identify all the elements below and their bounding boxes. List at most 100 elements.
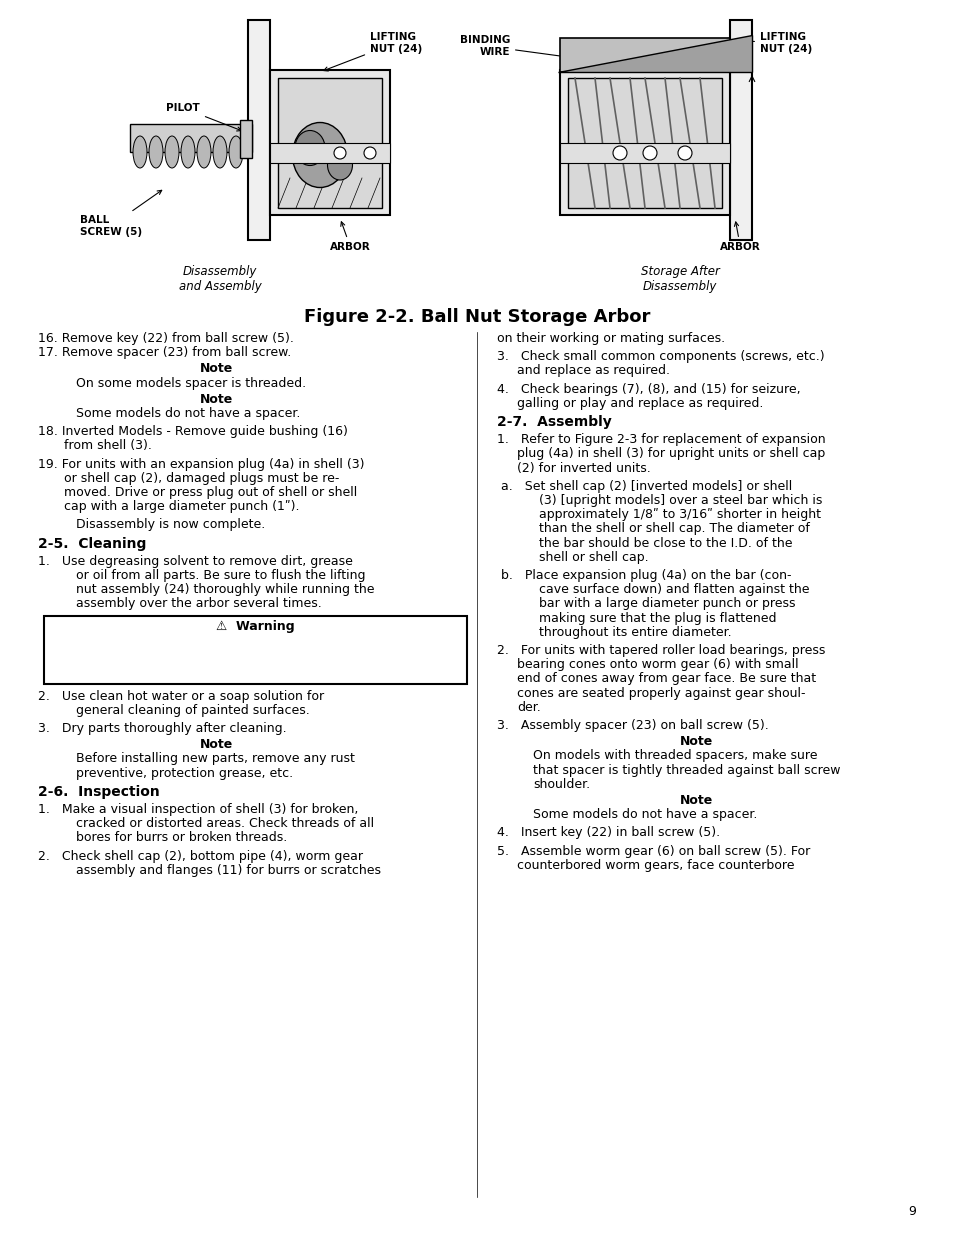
Text: Note: Note [679,794,713,806]
Text: 1.   Refer to Figure 2-3 for replacement of expansion: 1. Refer to Figure 2-3 for replacement o… [497,433,824,446]
Text: Disassembly
and Assembly: Disassembly and Assembly [178,266,261,293]
Text: and replace as required.: and replace as required. [517,364,669,378]
Ellipse shape [334,147,346,159]
Text: Note: Note [200,362,233,375]
Ellipse shape [364,147,375,159]
Text: cracked or distorted areas. Check threads of all: cracked or distorted areas. Check thread… [76,818,374,830]
Ellipse shape [229,136,243,168]
Bar [248,20,270,240]
Text: bearing cones onto worm gear (6) with small: bearing cones onto worm gear (6) with sm… [517,658,798,671]
Text: (2) for inverted units.: (2) for inverted units. [517,462,650,474]
Text: 3.   Assembly spacer (23) on ball screw (5).: 3. Assembly spacer (23) on ball screw (5… [497,719,768,732]
Text: 16. Remove key (22) from ball screw (5).: 16. Remove key (22) from ball screw (5). [38,332,294,345]
Text: 9: 9 [907,1205,915,1218]
Ellipse shape [678,146,691,161]
Text: On some models spacer is threaded.: On some models spacer is threaded. [76,377,306,389]
Text: ing of fumes and contact with skin.: ing of fumes and contact with skin. [50,664,297,677]
Ellipse shape [642,146,657,161]
Ellipse shape [213,136,227,168]
Ellipse shape [196,136,211,168]
Text: 2-5.  Cleaning: 2-5. Cleaning [38,536,146,551]
Text: Note: Note [200,739,233,751]
Text: or oil from all parts. Be sure to flush the lifting: or oil from all parts. Be sure to flush … [76,569,365,582]
Text: Figure 2-2. Ball Nut Storage Arbor: Figure 2-2. Ball Nut Storage Arbor [303,308,650,326]
Bar [567,78,721,207]
Bar [240,120,252,158]
Text: 2-6.  Inspection: 2-6. Inspection [38,784,159,799]
Text: Note: Note [679,735,713,748]
Text: moved. Drive or press plug out of shell or shell: moved. Drive or press plug out of shell … [64,487,356,499]
Ellipse shape [294,131,325,165]
Text: Before installing new parts, remove any rust: Before installing new parts, remove any … [76,752,355,766]
Text: cave surface down) and flatten against the: cave surface down) and flatten against t… [538,583,809,597]
Text: 5.   Assemble worm gear (6) on ball screw (5). For: 5. Assemble worm gear (6) on ball screw … [497,845,809,857]
Text: counterbored worm gears, face counterbore: counterbored worm gears, face counterbor… [517,858,794,872]
Text: On models with threaded spacers, make sure: On models with threaded spacers, make su… [533,750,817,762]
Text: assembly and flanges (11) for burrs or scratches: assembly and flanges (11) for burrs or s… [76,863,380,877]
Text: bores for burrs or broken threads.: bores for burrs or broken threads. [76,831,287,845]
Text: 2.   For units with tapered roller load bearings, press: 2. For units with tapered roller load be… [497,643,824,657]
Text: approximately 1/8ʺ to 3/16ʺ shorter in height: approximately 1/8ʺ to 3/16ʺ shorter in h… [538,508,821,521]
Bar [270,70,390,215]
Text: Storage After
Disassembly: Storage After Disassembly [639,266,719,293]
Text: shell or shell cap.: shell or shell cap. [538,551,648,564]
Text: cones are seated properly against gear shoul-: cones are seated properly against gear s… [517,687,804,699]
Text: or shell cap (2), damaged plugs must be re-: or shell cap (2), damaged plugs must be … [64,472,339,485]
Text: on their working or mating surfaces.: on their working or mating surfaces. [497,332,724,345]
Text: galling or play and replace as required.: galling or play and replace as required. [517,396,762,410]
Text: 1.   Make a visual inspection of shell (3) for broken,: 1. Make a visual inspection of shell (3)… [38,803,358,816]
Bar [559,143,729,163]
Bar [277,78,381,207]
Text: ARBOR: ARBOR [330,222,371,252]
Ellipse shape [327,149,352,180]
Text: that spacer is tightly threaded against ball screw: that spacer is tightly threaded against … [533,763,840,777]
Ellipse shape [149,136,163,168]
Bar [44,615,467,684]
Text: bar with a large diameter punch or press: bar with a large diameter punch or press [538,598,795,610]
Text: 17. Remove spacer (23) from ball screw.: 17. Remove spacer (23) from ball screw. [38,346,291,359]
Text: Some models do not have a spacer.: Some models do not have a spacer. [533,808,757,821]
Text: 2.   Check shell cap (2), bottom pipe (4), worm gear: 2. Check shell cap (2), bottom pipe (4),… [38,850,363,862]
Text: of cleaning agents; avoid prolonged breath-: of cleaning agents; avoid prolonged brea… [50,650,359,663]
Text: BINDING
WIRE: BINDING WIRE [459,35,571,59]
Ellipse shape [165,136,179,168]
Text: a.   Set shell cap (2) [inverted models] or shell: a. Set shell cap (2) [inverted models] o… [500,480,791,493]
Text: than the shell or shell cap. The diameter of: than the shell or shell cap. The diamete… [538,522,809,536]
Bar [729,20,751,240]
Text: 4.   Insert key (22) in ball screw (5).: 4. Insert key (22) in ball screw (5). [497,826,720,840]
Text: LIFTING
NUT (24): LIFTING NUT (24) [323,32,422,70]
Text: 19. For units with an expansion plug (4a) in shell (3): 19. For units with an expansion plug (4a… [38,458,364,471]
Text: b.   Place expansion plug (4a) on the bar (con-: b. Place expansion plug (4a) on the bar … [500,569,791,582]
Text: nut assembly (24) thoroughly while running the: nut assembly (24) thoroughly while runni… [76,583,375,597]
Text: 2.   Use clean hot water or a soap solution for: 2. Use clean hot water or a soap solutio… [38,689,324,703]
Text: Note: Note [200,393,233,406]
Text: Some models do not have a spacer.: Some models do not have a spacer. [76,408,300,420]
Bar [270,143,390,163]
Text: 4.   Check bearings (7), (8), and (15) for seizure,: 4. Check bearings (7), (8), and (15) for… [497,383,800,395]
Text: preventive, protection grease, etc.: preventive, protection grease, etc. [76,767,293,779]
Polygon shape [559,38,729,72]
Text: end of cones away from gear face. Be sure that: end of cones away from gear face. Be sur… [517,672,815,685]
Polygon shape [558,35,751,72]
Text: throughout its entire diameter.: throughout its entire diameter. [538,626,731,638]
Text: 2-7.  Assembly: 2-7. Assembly [497,415,611,429]
Ellipse shape [613,146,626,161]
Text: from shell (3).: from shell (3). [64,440,152,452]
Ellipse shape [293,122,347,188]
Text: 1.   Use degreasing solvent to remove dirt, grease: 1. Use degreasing solvent to remove dirt… [38,555,353,568]
Text: Provide adequate ventilation during the use: Provide adequate ventilation during the … [50,636,360,648]
Text: assembly over the arbor several times.: assembly over the arbor several times. [76,598,321,610]
Text: der.: der. [517,700,540,714]
Text: 3.   Dry parts thoroughly after cleaning.: 3. Dry parts thoroughly after cleaning. [38,722,286,735]
Text: Disassembly is now complete.: Disassembly is now complete. [76,519,265,531]
Text: making sure that the plug is flattened: making sure that the plug is flattened [538,611,776,625]
Text: cap with a large diameter punch (1ʺ).: cap with a large diameter punch (1ʺ). [64,500,299,514]
Text: ⚠  Warning: ⚠ Warning [216,620,294,632]
Text: PILOT: PILOT [166,103,241,131]
Text: BALL
SCREW (5): BALL SCREW (5) [80,190,162,237]
Text: general cleaning of painted surfaces.: general cleaning of painted surfaces. [76,704,310,716]
Text: the bar should be close to the I.D. of the: the bar should be close to the I.D. of t… [538,536,792,550]
Text: shoulder.: shoulder. [533,778,590,790]
Text: LIFTING
NUT (24): LIFTING NUT (24) [723,32,811,53]
Text: ARBOR: ARBOR [720,222,760,252]
